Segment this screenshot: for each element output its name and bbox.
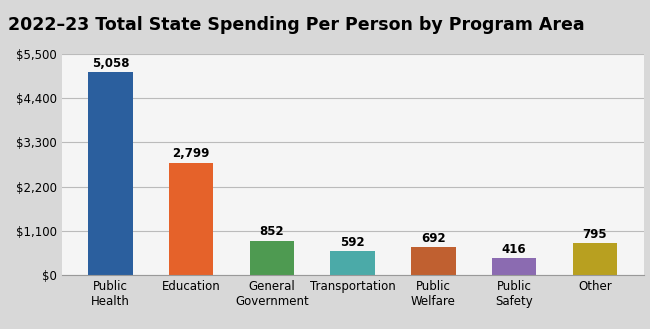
Bar bbox=[169, 163, 213, 275]
Text: 692: 692 bbox=[421, 232, 446, 245]
Bar bbox=[573, 243, 617, 275]
Text: 592: 592 bbox=[341, 236, 365, 249]
Bar bbox=[492, 258, 536, 275]
Text: 2,799: 2,799 bbox=[172, 147, 210, 160]
Text: 852: 852 bbox=[259, 225, 284, 239]
Bar bbox=[88, 72, 133, 275]
Text: 416: 416 bbox=[502, 243, 526, 256]
Bar bbox=[330, 251, 375, 275]
Text: 2022–23 Total State Spending Per Person by Program Area: 2022–23 Total State Spending Per Person … bbox=[8, 16, 584, 35]
Bar bbox=[250, 240, 294, 275]
Bar bbox=[411, 247, 456, 275]
Text: 5,058: 5,058 bbox=[92, 57, 129, 70]
Text: 795: 795 bbox=[582, 228, 607, 240]
